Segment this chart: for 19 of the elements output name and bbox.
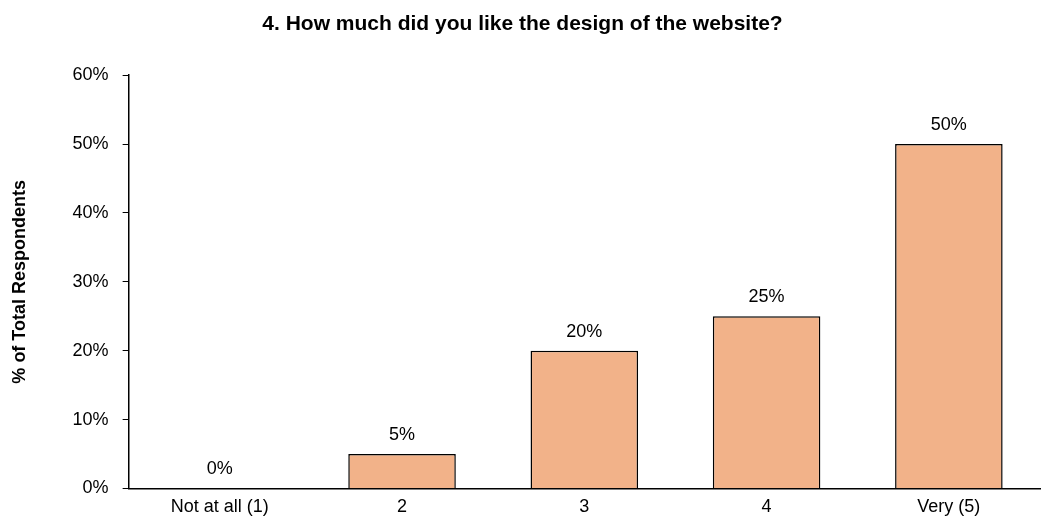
x-tick-label: 4 [761, 496, 772, 517]
data-label: 5% [389, 423, 416, 444]
x-tick-label: 2 [397, 496, 408, 517]
data-label: 25% [748, 286, 785, 307]
y-tick-label: 60% [72, 64, 109, 85]
y-tick-label: 30% [72, 270, 109, 291]
x-tick-label: 3 [579, 496, 590, 517]
data-label: 20% [566, 320, 603, 341]
x-tick-label: Not at all (1) [170, 496, 269, 517]
x-tick-label: Very (5) [917, 496, 981, 517]
y-tick-label: 0% [82, 477, 109, 498]
y-tick-label: 10% [72, 408, 109, 429]
data-label: 0% [206, 458, 233, 479]
y-tick-label: 40% [72, 201, 109, 222]
y-axis-title: % of Total Respondents [8, 179, 29, 384]
data-label: 50% [930, 114, 967, 135]
y-tick-label: 20% [72, 339, 109, 360]
y-tick-label: 50% [72, 133, 109, 154]
chart-title: 4. How much did you like the design of the website? [262, 11, 783, 35]
